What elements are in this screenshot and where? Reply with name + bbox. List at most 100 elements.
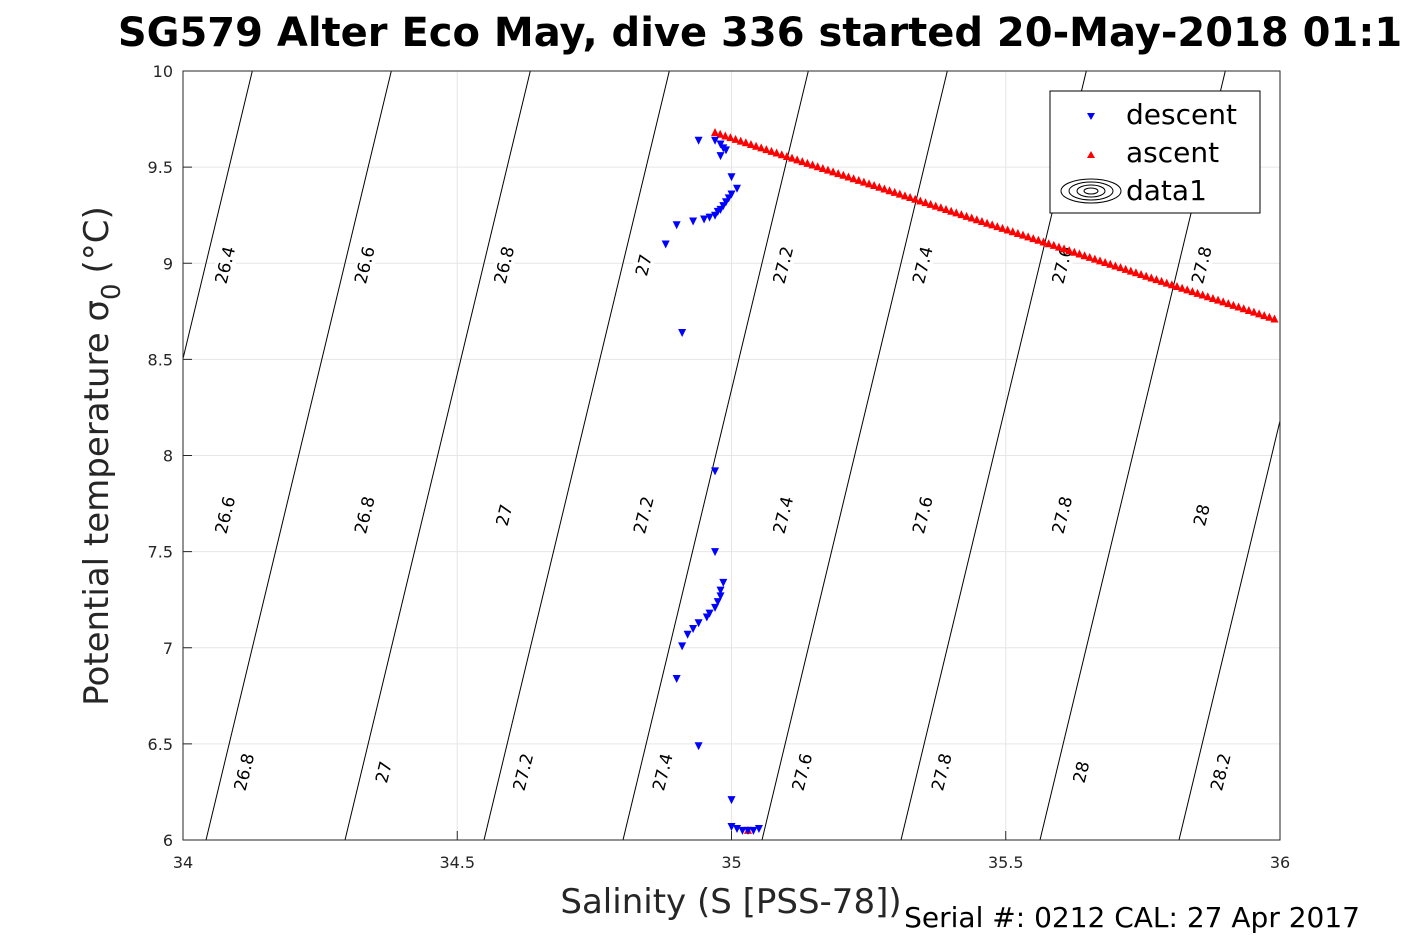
- ascent-point: [1249, 307, 1258, 316]
- ascent-point: [1075, 249, 1084, 258]
- y-axis-label-main: Potential temperature σ: [77, 300, 117, 706]
- density-contour-line: [344, 71, 531, 840]
- ascent-point: [1080, 251, 1089, 260]
- ascent-point: [1147, 273, 1156, 282]
- ascent-point: [1152, 275, 1161, 284]
- legend-ascent-label: ascent: [1126, 136, 1219, 169]
- ascent-point: [813, 162, 822, 171]
- contour-label-bg: [647, 748, 678, 796]
- ascent-point: [808, 160, 817, 169]
- ascent-point: [1167, 280, 1176, 289]
- contour-label-bg: [628, 491, 659, 539]
- contour-label-bg: [1186, 491, 1217, 539]
- ascent-point: [1183, 285, 1192, 294]
- ascent-point: [859, 177, 868, 186]
- ascent-point: [1244, 305, 1253, 314]
- ascent-point: [1131, 268, 1140, 277]
- ascent-point: [1126, 266, 1135, 275]
- ascent-point: [844, 172, 853, 181]
- contour-label-bg: [228, 748, 260, 796]
- y-tick-label: 10: [153, 62, 173, 81]
- descent-point: [694, 136, 703, 145]
- ascent-point: [962, 211, 971, 220]
- ascent-point: [972, 215, 981, 224]
- ascent-point: [1054, 242, 1063, 251]
- ascent-point: [757, 143, 766, 152]
- ascent-point: [1260, 311, 1269, 320]
- descent-point: [711, 548, 720, 557]
- ascent-point: [1142, 271, 1151, 280]
- ascent-point: [726, 133, 735, 142]
- contour-label-bg: [907, 491, 938, 539]
- contour-label-bg: [349, 241, 380, 289]
- descent-point: [694, 742, 703, 751]
- contour-label-bg: [767, 491, 799, 539]
- descent-point: [722, 146, 731, 155]
- ascent-point: [1234, 302, 1243, 311]
- ascent-point: [993, 222, 1002, 231]
- ascent-point: [1090, 254, 1099, 263]
- ascent-point: [752, 141, 761, 150]
- ascent-point: [875, 182, 884, 191]
- x-axis-label: Salinity (S [PSS-78]): [560, 882, 901, 922]
- ascent-point: [741, 138, 750, 147]
- contour-label-bg: [1065, 748, 1097, 796]
- ascent-point: [1096, 256, 1105, 265]
- descent-point: [711, 467, 720, 476]
- ascent-point: [870, 181, 879, 190]
- descent-point: [716, 592, 725, 601]
- ascent-point: [1039, 237, 1048, 246]
- density-contour-label: 28: [1186, 491, 1217, 539]
- contour-label-bg: [368, 748, 399, 796]
- ascent-point: [1239, 304, 1248, 313]
- contour-label-bg: [507, 748, 539, 796]
- ascent-point: [777, 150, 786, 159]
- contour-label-bg: [1186, 241, 1217, 289]
- ascent-point: [942, 205, 951, 214]
- y-tick-label: 6: [163, 831, 173, 850]
- ascent-point: [839, 170, 848, 179]
- x-tick-label: 34.5: [439, 853, 475, 872]
- density-contour-line: [183, 71, 253, 361]
- ascent-point: [865, 179, 874, 188]
- ascent-point: [1162, 278, 1171, 287]
- ascent-point: [916, 196, 925, 205]
- ascent-point: [1065, 246, 1074, 255]
- ascent-point: [731, 134, 740, 143]
- descent-point: [716, 152, 725, 161]
- legend-data1-marker: [1060, 178, 1122, 204]
- ascent-point: [1208, 293, 1217, 302]
- ascent-point: [829, 167, 838, 176]
- descent-point: [711, 603, 720, 612]
- ascent-point: [880, 184, 889, 193]
- ascent-point: [906, 193, 915, 202]
- ascent-point: [900, 191, 909, 200]
- ascent-point: [1111, 261, 1120, 270]
- descent-point: [727, 796, 736, 805]
- descent-point: [719, 578, 728, 587]
- ascent-point: [1224, 299, 1233, 308]
- descent-point: [683, 630, 692, 639]
- ascent-point: [1024, 232, 1033, 241]
- density-contour-label: 27.8: [1186, 241, 1217, 289]
- contour-label-bg: [349, 491, 380, 539]
- descent-series: [661, 136, 763, 835]
- ascent-point: [1137, 270, 1146, 279]
- legend: descent ascent data1: [1049, 90, 1261, 214]
- y-tick-label: 8: [163, 447, 173, 466]
- y-tick-label: 6.5: [148, 735, 173, 754]
- ascent-point: [854, 175, 863, 184]
- descent-point: [713, 598, 722, 607]
- contour-label-bg: [209, 491, 241, 539]
- ascent-point: [1049, 240, 1058, 249]
- ascent-point: [1013, 228, 1022, 237]
- contour-label-bg: [767, 241, 799, 289]
- descent-point: [738, 826, 747, 835]
- contour-label-bg: [1205, 748, 1236, 796]
- ascent-point: [947, 206, 956, 215]
- ascent-point: [1106, 259, 1115, 268]
- descent-point: [727, 173, 736, 182]
- ascent-point: [977, 216, 986, 225]
- ascent-point: [936, 203, 945, 212]
- ascent-point: [1029, 234, 1038, 243]
